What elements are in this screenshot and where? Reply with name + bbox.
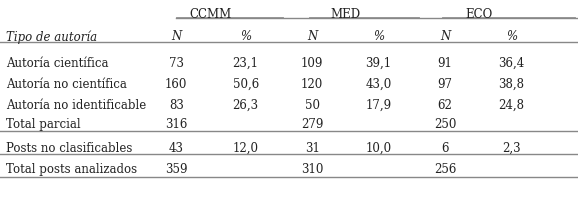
Text: 316: 316 [165, 118, 187, 131]
Text: 43: 43 [169, 142, 184, 155]
Text: 31: 31 [305, 142, 320, 155]
Text: 26,3: 26,3 [232, 99, 259, 112]
Text: 38,8: 38,8 [499, 78, 524, 91]
Text: N: N [307, 30, 317, 43]
Text: MED: MED [331, 8, 361, 21]
Text: 97: 97 [438, 78, 453, 91]
Text: N: N [440, 30, 450, 43]
Text: 279: 279 [301, 118, 323, 131]
Text: Posts no clasificables: Posts no clasificables [6, 142, 132, 155]
Text: 359: 359 [165, 163, 187, 176]
Text: 17,9: 17,9 [365, 99, 392, 112]
Text: 50,6: 50,6 [232, 78, 259, 91]
Text: 83: 83 [169, 99, 184, 112]
Text: 43,0: 43,0 [365, 78, 392, 91]
Text: 10,0: 10,0 [365, 142, 392, 155]
Text: 91: 91 [438, 57, 453, 70]
Text: Autoría científica: Autoría científica [6, 57, 108, 70]
Text: 50: 50 [305, 99, 320, 112]
Text: 250: 250 [434, 118, 456, 131]
Text: Autoría no identificable: Autoría no identificable [6, 99, 146, 112]
Text: 256: 256 [434, 163, 456, 176]
Text: ECO: ECO [465, 8, 492, 21]
Text: %: % [506, 30, 517, 43]
Text: Tipo de autoría: Tipo de autoría [6, 30, 97, 44]
Text: Autoría no científica: Autoría no científica [6, 78, 127, 91]
Text: 36,4: 36,4 [498, 57, 525, 70]
Text: 160: 160 [165, 78, 187, 91]
Text: 6: 6 [442, 142, 449, 155]
Text: Total posts analizados: Total posts analizados [6, 163, 137, 176]
Text: 120: 120 [301, 78, 323, 91]
Text: 109: 109 [301, 57, 323, 70]
Text: %: % [240, 30, 251, 43]
Text: 24,8: 24,8 [499, 99, 524, 112]
Text: Total parcial: Total parcial [6, 118, 80, 131]
Text: 2,3: 2,3 [502, 142, 521, 155]
Text: CCMM: CCMM [190, 8, 232, 21]
Text: N: N [171, 30, 181, 43]
Text: 310: 310 [301, 163, 323, 176]
Text: 39,1: 39,1 [365, 57, 392, 70]
Text: 73: 73 [169, 57, 184, 70]
Text: 23,1: 23,1 [233, 57, 258, 70]
Text: 12,0: 12,0 [233, 142, 258, 155]
Text: 62: 62 [438, 99, 453, 112]
Text: %: % [373, 30, 384, 43]
